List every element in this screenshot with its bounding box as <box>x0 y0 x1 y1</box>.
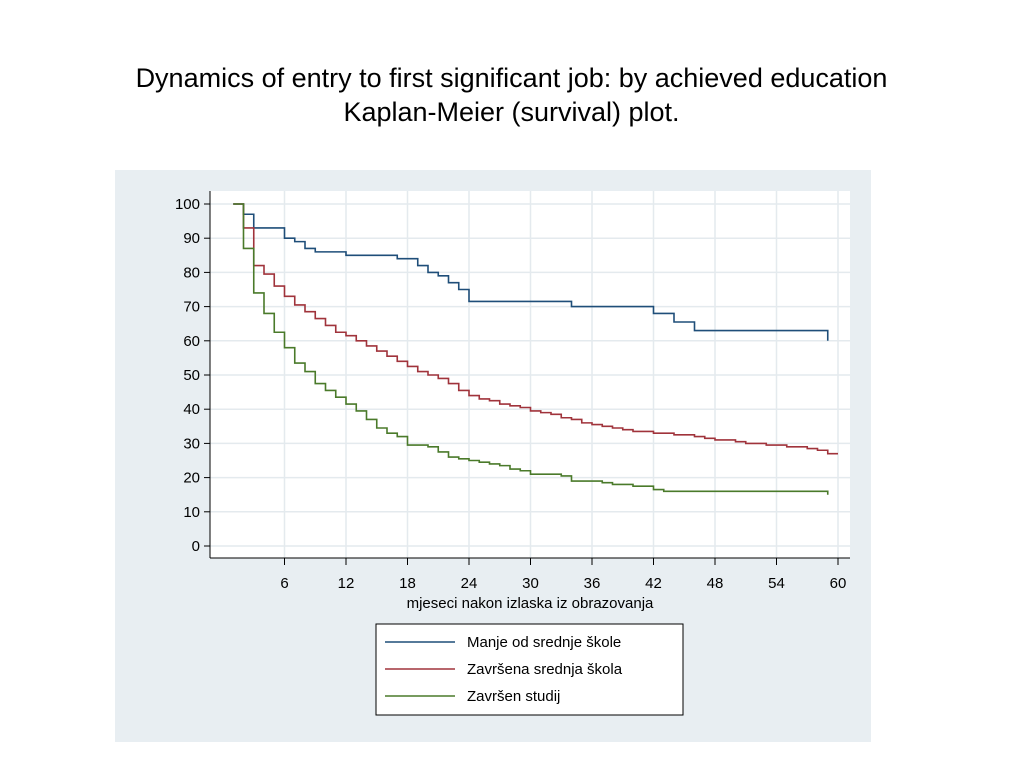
y-tick-label: 50 <box>183 367 200 384</box>
chart-panel: 0 10 20 30 40 50 60 70 80 90 100 6 12 18 24 30 36 42 48 54… <box>115 170 871 742</box>
y-tick-label: 10 <box>183 504 200 521</box>
legend-label-2: Završena srednja škola <box>467 661 623 678</box>
legend-items: Manje od srednje škole Završena srednja š… <box>385 634 623 705</box>
y-tick-label: 30 <box>183 435 200 452</box>
gridlines <box>210 191 850 558</box>
x-tick-label: 36 <box>584 575 601 592</box>
series-lines <box>233 203 838 495</box>
x-tick-label: 12 <box>338 575 355 592</box>
x-axis-label: mjeseci nakon izlaska iz obrazovanja <box>407 595 654 612</box>
x-tick-label: 48 <box>707 575 724 592</box>
y-tick-label: 80 <box>183 264 200 281</box>
chart-subtitle: Kaplan-Meier (survival) plot. <box>343 97 680 127</box>
x-tick-label: 6 <box>280 575 288 592</box>
y-tick-label: 0 <box>192 538 200 555</box>
legend-label-1: Manje od srednje škole <box>467 634 621 651</box>
chart-title: Dynamics of entry to first significant j… <box>135 63 888 93</box>
x-tick-label: 24 <box>461 575 478 592</box>
x-tick-label: 54 <box>768 575 785 592</box>
y-tick-label: 70 <box>183 299 200 316</box>
series-line-2 <box>233 203 838 455</box>
x-tick-label: 42 <box>645 575 662 592</box>
series-line-3 <box>233 203 829 495</box>
series-line-1 <box>233 203 829 341</box>
legend-label-3: Završen studij <box>467 688 560 705</box>
x-tick-label: 60 <box>830 575 847 592</box>
y-tick-label: 90 <box>183 230 200 247</box>
y-tick-label: 20 <box>183 470 200 487</box>
y-tick-label: 40 <box>183 401 200 418</box>
x-tick-label: 18 <box>399 575 416 592</box>
x-ticks: 6 12 18 24 30 36 42 48 54 60 <box>280 558 846 592</box>
y-ticks: 0 10 20 30 40 50 60 70 80 90 100 <box>175 196 210 555</box>
x-tick-label: 30 <box>522 575 539 592</box>
km-survival-chart: 0 10 20 30 40 50 60 70 80 90 100 6 12 18 24 30 36 42 48 54… <box>175 191 850 716</box>
y-tick-label: 60 <box>183 333 200 350</box>
legend: Manje od srednje škole Završena srednja š… <box>375 623 684 716</box>
y-tick-label: 100 <box>175 196 200 213</box>
